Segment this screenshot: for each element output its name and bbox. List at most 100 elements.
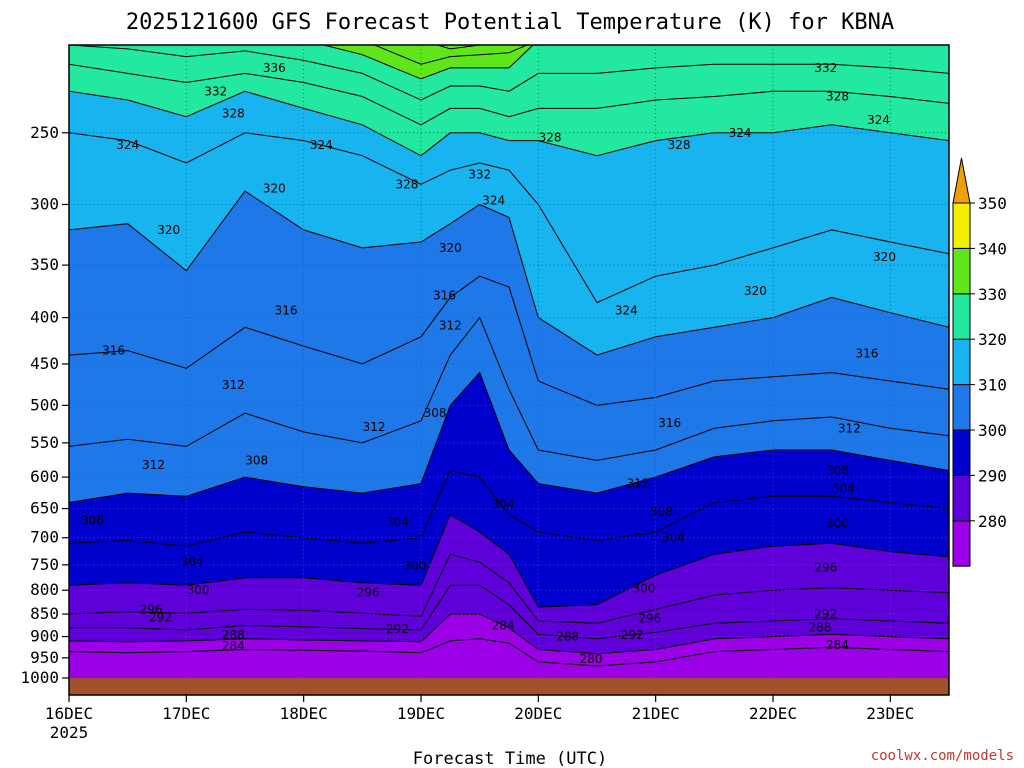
contour-label-59: 280 bbox=[580, 652, 603, 666]
contour-label-4: 328 bbox=[826, 90, 849, 104]
contour-label-25: 312 bbox=[222, 378, 245, 392]
contour-label-39: 304 bbox=[832, 482, 855, 496]
colorbar-swatch-320 bbox=[952, 338, 971, 386]
isentrope-344 bbox=[373, 45, 529, 65]
y-tick-label-700: 700 bbox=[30, 528, 59, 547]
contour-label-1: 332 bbox=[204, 84, 227, 98]
contour-label-9: 324 bbox=[310, 138, 333, 152]
x-tick-label-18DEC: 18DEC bbox=[280, 704, 328, 723]
y-tick-label-350: 350 bbox=[30, 255, 59, 274]
y-tick-label-850: 850 bbox=[30, 604, 59, 623]
contour-label-29: 312 bbox=[627, 477, 650, 491]
isentrope-284 bbox=[69, 638, 949, 667]
contour-label-30: 316 bbox=[658, 416, 681, 430]
y-tick-label-1000: 1000 bbox=[20, 668, 59, 687]
isentrope-312 bbox=[69, 316, 949, 461]
contour-label-51: 292 bbox=[814, 607, 837, 621]
contour-label-16: 320 bbox=[157, 223, 180, 237]
contour-label-45: 296 bbox=[357, 586, 380, 600]
isentropes bbox=[69, 45, 949, 667]
colorbar-swatch-340 bbox=[952, 247, 971, 295]
x-tick-label-21DEC: 21DEC bbox=[632, 704, 680, 723]
contour-label-36: 304 bbox=[386, 515, 409, 529]
colorbar-swatch-280 bbox=[952, 520, 971, 567]
contour-label-32: 308 bbox=[245, 453, 268, 467]
contour-label-23: 316 bbox=[855, 346, 878, 360]
contour-label-56: 284 bbox=[222, 639, 245, 653]
terrain-ground bbox=[69, 678, 949, 695]
contour-label-57: 284 bbox=[492, 619, 515, 633]
contour-label-8: 324 bbox=[116, 138, 139, 152]
isentrope-300 bbox=[69, 513, 949, 608]
contour-label-55: 288 bbox=[808, 621, 831, 635]
y-tick-label-250: 250 bbox=[30, 123, 59, 142]
colorbar-label-340: 340 bbox=[978, 239, 1007, 258]
contour-label-10: 324 bbox=[729, 126, 752, 140]
colorbar-label-280: 280 bbox=[978, 512, 1007, 531]
x-tick-label-19DEC: 19DEC bbox=[397, 704, 445, 723]
contour-label-41: 300 bbox=[187, 583, 210, 597]
isentrope-296 bbox=[69, 553, 949, 624]
contour-label-26: 312 bbox=[363, 420, 386, 434]
y-tick-label-650: 650 bbox=[30, 499, 59, 518]
isentrope-304 bbox=[69, 469, 949, 547]
credit-text: coolwx.com/models bbox=[871, 748, 1014, 764]
contour-label-31: 308 bbox=[424, 406, 447, 420]
contour-label-54: 288 bbox=[556, 630, 579, 644]
isentrope-288 bbox=[69, 613, 949, 655]
contour-label-53: 288 bbox=[222, 628, 245, 642]
contour-label-12: 324 bbox=[482, 194, 505, 208]
isentrope-320 bbox=[69, 190, 949, 356]
contour-label-46: 296 bbox=[140, 602, 163, 616]
grid-lines bbox=[69, 45, 949, 695]
contour-label-7: 328 bbox=[395, 177, 418, 191]
colorbar-swatch-290 bbox=[952, 474, 971, 522]
plot-area: 336 332 332 328 328 328 328 328 324 324 324 324 324 3… bbox=[69, 45, 949, 695]
contour-label-5: 328 bbox=[539, 131, 562, 145]
y-tick-label-750: 750 bbox=[30, 555, 59, 574]
contour-label-38: 304 bbox=[181, 555, 204, 569]
y-tick-label-500: 500 bbox=[30, 395, 59, 414]
contour-label-40: 304 bbox=[662, 531, 685, 545]
contour-label-44: 300 bbox=[632, 581, 655, 595]
x-axis-label: Forecast Time (UTC) bbox=[413, 749, 607, 768]
colorbar-label-300: 300 bbox=[978, 421, 1007, 440]
colorbar-swatch-350 bbox=[952, 202, 971, 249]
contour-label-11: 324 bbox=[867, 113, 890, 127]
x-tick-label-16DEC: 16DEC bbox=[45, 704, 93, 723]
contour-label-22: 316 bbox=[102, 344, 125, 358]
contour-label-43: 300 bbox=[826, 516, 849, 530]
x-tick-label-22DEC: 22DEC bbox=[749, 704, 797, 723]
isentrope-328 bbox=[69, 90, 949, 157]
contour-label-13: 324 bbox=[615, 304, 638, 318]
plot-frame bbox=[68, 44, 950, 696]
y-tick-label-800: 800 bbox=[30, 580, 59, 599]
colorbar-label-290: 290 bbox=[978, 466, 1007, 485]
contour-label-34: 308 bbox=[826, 464, 849, 478]
y-tick-label-600: 600 bbox=[30, 467, 59, 486]
isentrope-316 bbox=[69, 275, 949, 406]
contour-label-3: 328 bbox=[222, 106, 245, 120]
contour-label-28: 312 bbox=[838, 421, 861, 435]
colorbar-label-310: 310 bbox=[978, 376, 1007, 395]
y-tick-label-450: 450 bbox=[30, 354, 59, 373]
contour-label-52: 292 bbox=[621, 628, 644, 642]
contour-label-19: 320 bbox=[873, 250, 896, 264]
contour-label-2: 332 bbox=[814, 61, 837, 75]
contour-label-33: 308 bbox=[81, 514, 104, 528]
colorbar-swatch-300 bbox=[952, 429, 971, 476]
y-tick-label-400: 400 bbox=[30, 308, 59, 327]
colorbar: 280 290 300 310 320 330 340 350 bbox=[952, 157, 1007, 567]
isentrope-336 bbox=[69, 45, 949, 101]
x-tick-label-17DEC: 17DEC bbox=[162, 704, 210, 723]
colorbar-label-330: 330 bbox=[978, 285, 1007, 304]
contour-label-37: 304 bbox=[492, 497, 515, 511]
colorbar-swatch-360 bbox=[952, 157, 971, 204]
contour-label-42: 300 bbox=[404, 559, 427, 573]
contour-labels: 336 332 332 328 328 328 328 328 324 324 324 324 324 3… bbox=[81, 61, 896, 666]
y-axis: 250 300 350 400 450 500 550 600 650 700 750 800 850 9… bbox=[20, 123, 69, 687]
y-tick-label-900: 900 bbox=[30, 627, 59, 646]
chart-title: 2025121600 GFS Forecast Potential Temper… bbox=[126, 10, 894, 35]
contour-label-14: 332 bbox=[468, 168, 491, 182]
